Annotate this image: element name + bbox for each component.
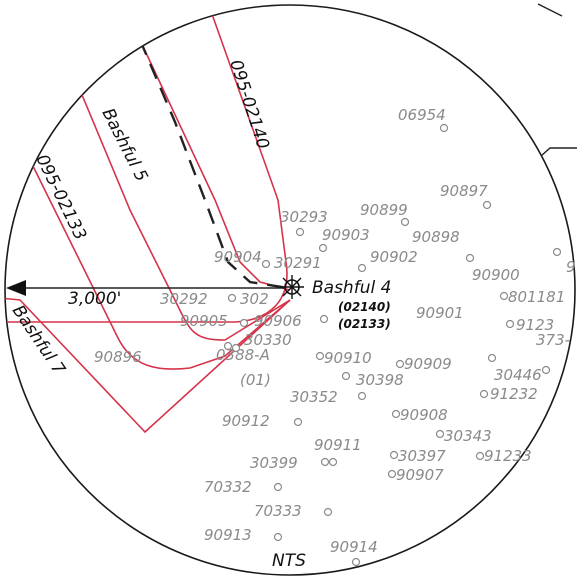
well-symbol bbox=[318, 243, 328, 253]
corner-mark bbox=[537, 3, 563, 17]
focus-well-code-02133: (02133) bbox=[338, 317, 391, 331]
well-label: 90911 bbox=[314, 436, 362, 454]
focus-well-code-02140: (02140) bbox=[338, 300, 391, 314]
well-label: 30330 bbox=[244, 331, 292, 349]
focus-well-name: Bashful 4 bbox=[312, 278, 391, 298]
well-label: 90900 bbox=[472, 266, 520, 284]
well-label: 70332 bbox=[204, 478, 252, 496]
well-symbol bbox=[239, 318, 249, 328]
well-label: 302 bbox=[240, 290, 269, 308]
well-label: 90913 bbox=[204, 526, 252, 544]
well-label: 06954 bbox=[398, 106, 446, 124]
well-label: 90903 bbox=[322, 226, 370, 244]
well-label: 90904 bbox=[214, 248, 262, 266]
well-label: 30352 bbox=[290, 388, 338, 406]
well-label: 90898 bbox=[412, 228, 460, 246]
well-label: 90899 bbox=[360, 201, 408, 219]
well-symbol bbox=[482, 200, 492, 210]
well-symbol bbox=[439, 123, 449, 133]
well-symbol bbox=[320, 457, 330, 467]
well-symbol bbox=[295, 227, 305, 237]
well-label: 91233 bbox=[484, 447, 532, 465]
well-label: 30292 bbox=[160, 290, 208, 308]
well-symbol bbox=[435, 429, 445, 439]
scale-note-nts: NTS bbox=[272, 551, 306, 571]
well-symbol bbox=[400, 217, 410, 227]
area-of-review-circle bbox=[4, 4, 576, 576]
lease-label-bashful-5: Bashful 5 bbox=[98, 105, 152, 185]
well-label: 90907 bbox=[396, 466, 444, 484]
well-label: 70333 bbox=[254, 502, 302, 520]
lease-label-bashful-7: Bashful 7 bbox=[8, 302, 69, 379]
well-symbol bbox=[475, 451, 485, 461]
well-symbol bbox=[391, 409, 401, 419]
well-symbol bbox=[261, 259, 271, 269]
lease-label-095-02140: 095-02140 bbox=[225, 57, 273, 151]
well-label: 30446 bbox=[494, 366, 542, 384]
focus-well-symbol bbox=[280, 275, 304, 299]
well-label: 9 bbox=[566, 258, 576, 276]
well-symbol bbox=[223, 341, 233, 351]
well-symbols bbox=[223, 123, 562, 567]
well-symbol bbox=[357, 263, 367, 273]
well-label: 30291 bbox=[274, 254, 322, 272]
well-symbol bbox=[351, 557, 361, 567]
label-0388-a: 0388-A bbox=[216, 346, 270, 364]
well-symbol bbox=[465, 253, 475, 263]
well-symbol bbox=[541, 365, 551, 375]
well-labels: 06954 90897 30293 90899 90903 90898 9090… bbox=[94, 106, 576, 556]
label-01: (01) bbox=[240, 371, 271, 389]
well-label: 9123 bbox=[516, 316, 554, 334]
well-symbol bbox=[479, 389, 489, 399]
well-symbol bbox=[293, 417, 303, 427]
well-symbol bbox=[227, 293, 237, 303]
well-symbol bbox=[389, 450, 399, 460]
well-symbol bbox=[357, 391, 367, 401]
well-symbol bbox=[552, 247, 562, 257]
lease-outline-bashful-7 bbox=[5, 297, 291, 434]
well-symbol bbox=[319, 314, 329, 324]
well-symbol bbox=[315, 351, 325, 361]
well-label: 90906 bbox=[254, 312, 302, 330]
well-label: 90910 bbox=[324, 349, 372, 367]
well-symbol bbox=[323, 507, 333, 517]
well-label: 90902 bbox=[370, 248, 418, 266]
well-label: 90897 bbox=[440, 182, 488, 200]
wellbore-path-dashed bbox=[138, 39, 289, 290]
well-symbol bbox=[499, 291, 509, 301]
well-label: 90908 bbox=[400, 406, 448, 424]
well-label: 90914 bbox=[330, 538, 378, 556]
well-label: 90901 bbox=[416, 304, 464, 322]
well-symbol bbox=[273, 532, 283, 542]
label-373: 373- bbox=[536, 331, 570, 349]
well-label: 90912 bbox=[222, 412, 270, 430]
well-symbol bbox=[328, 457, 338, 467]
lease-label-095-02133: 095-02133 bbox=[32, 151, 91, 243]
well-label: 30397 bbox=[398, 447, 446, 465]
well-symbol bbox=[505, 319, 515, 329]
radius-label: 3,000' bbox=[68, 289, 121, 309]
well-symbol bbox=[387, 469, 397, 479]
well-label: 91232 bbox=[490, 385, 538, 403]
well-symbol bbox=[341, 371, 351, 381]
section-line bbox=[540, 147, 577, 157]
well-symbol bbox=[487, 353, 497, 363]
lease-outline-bashful-5 bbox=[79, 89, 291, 341]
well-label: 90896 bbox=[94, 348, 142, 366]
well-label: 30293 bbox=[280, 208, 328, 226]
well-label: 30399 bbox=[250, 454, 298, 472]
well-label: 30343 bbox=[444, 427, 492, 445]
radius-arrowhead bbox=[6, 280, 26, 296]
lease-outline-095-02133 bbox=[29, 159, 291, 370]
well-label: 801181 bbox=[508, 288, 565, 306]
well-symbol bbox=[273, 482, 283, 492]
well-label: 30398 bbox=[356, 371, 404, 389]
well-label: 90909 bbox=[404, 355, 452, 373]
well-symbol bbox=[395, 359, 405, 369]
well-symbol bbox=[231, 343, 241, 353]
well-label: 90905 bbox=[180, 312, 228, 330]
